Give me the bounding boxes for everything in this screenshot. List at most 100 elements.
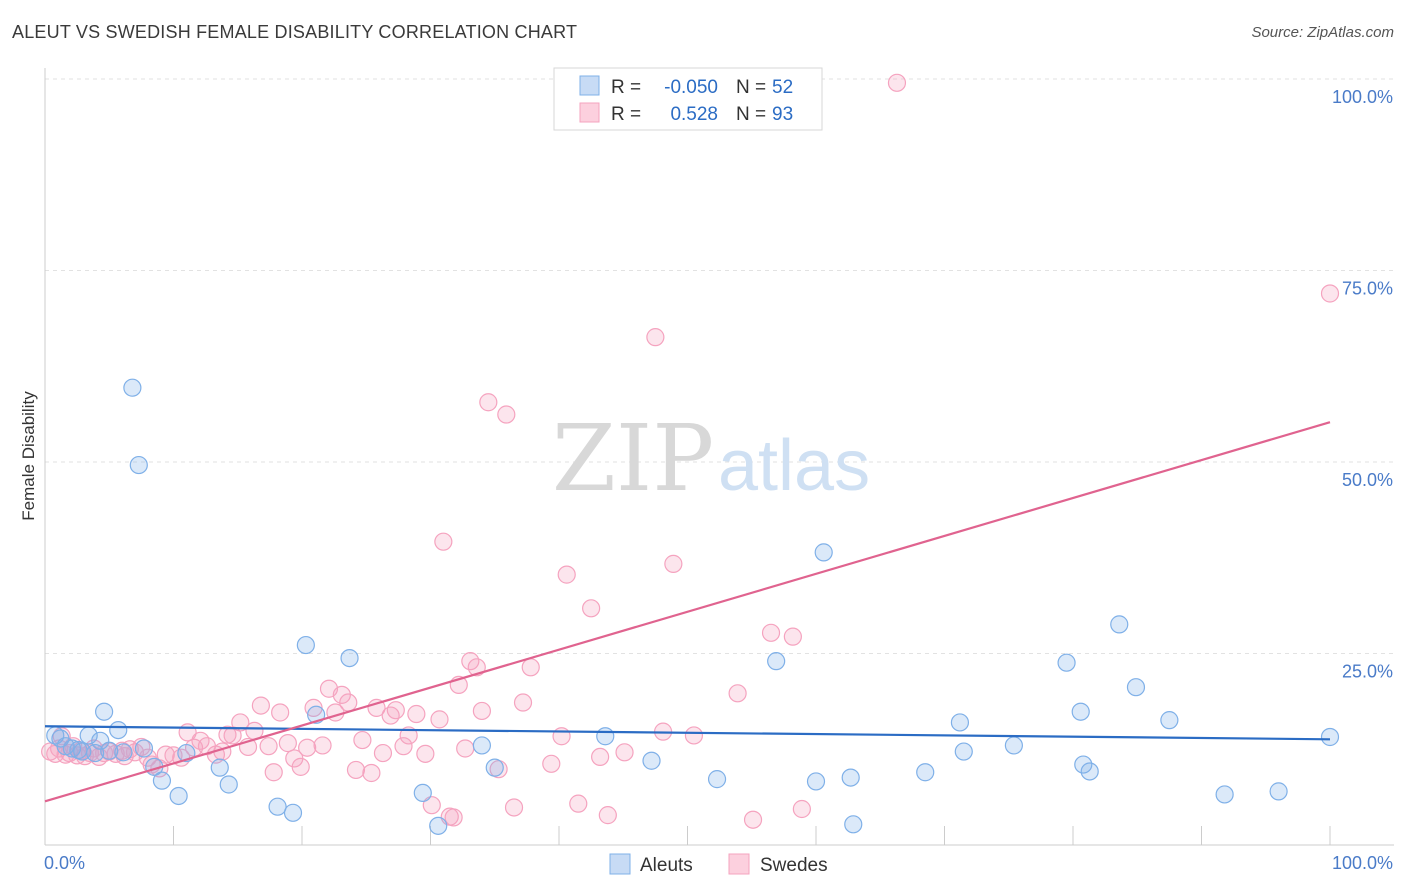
swede-point (430, 710, 449, 729)
aleut-point (1269, 782, 1288, 801)
swede-point (783, 627, 802, 646)
aleut-point (62, 739, 82, 758)
swede-point (259, 737, 278, 756)
swede-point (569, 794, 588, 813)
swede-point (373, 743, 393, 763)
swede-point (251, 696, 270, 715)
x-tick-label: 0.0% (44, 853, 85, 873)
aleut-point (134, 739, 154, 758)
stats-legend: R = -0.050 N = 52 R = 0.528 N = 93 (553, 67, 823, 131)
legend-r-label-swedes: R = (611, 104, 641, 125)
grid-lines (45, 78, 1394, 654)
aleut-point (268, 797, 287, 816)
y-tick-label: 100.0% (1332, 87, 1393, 107)
y-axis-label: Female Disability (19, 391, 38, 521)
aleut-point (91, 731, 110, 750)
swede-point (278, 734, 297, 753)
legend-swatch-aleuts (579, 75, 600, 96)
aleut-point (707, 770, 727, 789)
aleut-point (100, 741, 119, 760)
watermark: ZIP atlas (552, 405, 870, 512)
swede-point (271, 703, 290, 722)
swede-point (664, 554, 683, 573)
swede-point (598, 806, 617, 825)
legend-n-value-aleuts: 52 (772, 77, 793, 98)
watermark-zip: ZIP (552, 405, 714, 512)
aleut-point (767, 652, 786, 671)
swede-point (1320, 284, 1340, 303)
swede-point (407, 704, 426, 724)
x-tick-label: 100.0% (1332, 853, 1393, 873)
aleut-point (1126, 678, 1146, 697)
aleut-point (472, 736, 491, 755)
legend-r-label-aleuts: R = (611, 77, 641, 98)
aleut-point (916, 763, 935, 782)
series-legend: Aleuts Swedes (609, 853, 828, 876)
aleut-point (109, 720, 128, 740)
swede-point (582, 599, 601, 618)
aleut-point (283, 803, 303, 822)
watermark-atlas: atlas (718, 426, 870, 506)
swede-point (542, 754, 561, 773)
swede-point (313, 736, 332, 755)
swede-point (557, 565, 576, 584)
aleut-point (413, 783, 432, 803)
aleut-point (950, 713, 970, 732)
swede-point (386, 701, 405, 720)
swede-point (728, 684, 747, 703)
swede-point (362, 763, 381, 783)
trend-lines (44, 421, 1331, 803)
aleut-point (841, 768, 860, 787)
aleut-point (1071, 702, 1090, 721)
aleut-point (219, 775, 238, 794)
swede-point (552, 727, 571, 746)
swede-point (156, 745, 175, 764)
aleut-point (1080, 762, 1099, 781)
series-swedes-points (41, 73, 1340, 829)
trend-line-aleuts (44, 725, 1331, 741)
swede-point (456, 739, 475, 758)
axes (44, 68, 1394, 846)
aleut-point (814, 543, 833, 562)
swede-point (298, 738, 317, 757)
aleut-point (1215, 785, 1234, 804)
swede-point (416, 744, 435, 763)
swede-point (434, 532, 453, 551)
swede-point (591, 747, 610, 767)
aleut-point (1320, 727, 1340, 747)
swede-point (291, 757, 310, 776)
swede-point (218, 725, 237, 744)
swede-point (646, 328, 665, 347)
x-tick-marks (173, 826, 1331, 845)
swede-point (684, 726, 704, 745)
legend-r-value-swedes: 0.528 (670, 104, 718, 125)
trend-line-swedes (44, 421, 1331, 803)
y-tick-label: 50.0% (1342, 470, 1393, 490)
swede-point (472, 701, 491, 721)
swede-point (264, 763, 283, 782)
swede-point (887, 73, 907, 92)
swede-point (353, 730, 372, 750)
aleut-point (169, 786, 188, 806)
aleut-point (954, 742, 973, 761)
swede-point (422, 796, 441, 815)
bottom-legend-label-swedes: Swedes (760, 855, 828, 876)
swede-point (231, 713, 250, 732)
bottom-legend-label-aleuts: Aleuts (640, 855, 693, 876)
swede-point (792, 799, 811, 819)
series-aleuts-points (46, 378, 1340, 835)
aleut-point (596, 727, 615, 746)
y-tick-labels: 25.0% 50.0% 75.0% 100.0% (1332, 87, 1393, 682)
source-label: Source: ZipAtlas.com (1251, 24, 1394, 41)
aleut-point (844, 815, 863, 834)
legend-n-value-swedes: 93 (772, 104, 793, 125)
aleut-point (210, 758, 229, 777)
swede-point (394, 737, 413, 756)
aleut-point (123, 378, 142, 397)
swede-point (497, 405, 516, 424)
aleut-point (485, 758, 504, 777)
x-tick-labels: 0.0% 100.0% (44, 853, 1393, 873)
aleut-point (95, 702, 114, 721)
swede-point (761, 623, 781, 642)
